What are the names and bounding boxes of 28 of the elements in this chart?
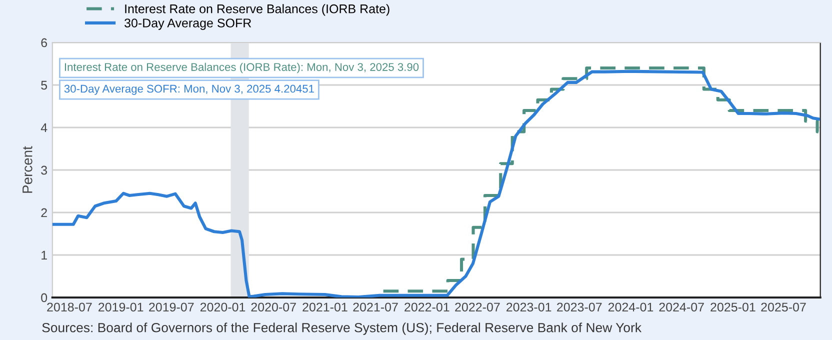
annotation: Interest Rate on Reserve Balances (IORB Rate): Mon, Nov 3, 2025 3.90 (64, 62, 419, 74)
x-tick-label: 2019-01 (98, 302, 144, 312)
y-axis-title: Percent (22, 146, 32, 193)
x-tick-label: 2018-07 (47, 302, 92, 312)
y-tick-label: 0 (41, 293, 48, 302)
y-tick-label: 2 (41, 208, 47, 218)
x-tick-label: 2023-07 (557, 302, 602, 312)
y-tick-label: 6 (41, 38, 48, 48)
legend-label: Interest Rate on Reserve Balances (IORB Rate) (125, 4, 390, 16)
x-tick-label: 2022-07 (455, 302, 500, 312)
x-tick-label: 2023-01 (506, 302, 552, 312)
source-note: Sources: Board of Governors of the Federal Reserve System (US); Federal Reserve Bank of New York (42, 322, 642, 335)
annotation: 30-Day Average SOFR: Mon, Nov 3, 2025 4.20451 (64, 84, 314, 95)
x-tick-label: 2019-07 (149, 302, 194, 312)
x-tick-label: 2024-07 (659, 302, 704, 312)
x-tick-label: 2022-01 (404, 302, 450, 312)
x-tick-label: 2020-01 (200, 302, 246, 312)
x-tick-label: 2020-07 (251, 302, 296, 312)
x-tick-label: 2025-01 (710, 302, 756, 312)
y-tick-label: 1 (42, 250, 47, 260)
x-tick-label: 2025-07 (761, 302, 806, 312)
x-tick-label: 2021-07 (353, 302, 398, 312)
legend-label: 30-Day Average SOFR (124, 18, 252, 30)
y-tick-label: 5 (41, 80, 48, 90)
x-tick-label: 2021-01 (302, 302, 348, 312)
y-tick-label: 4 (40, 123, 48, 132)
y-tick-label: 3 (41, 166, 48, 175)
x-tick-label: 2024-01 (608, 302, 654, 312)
